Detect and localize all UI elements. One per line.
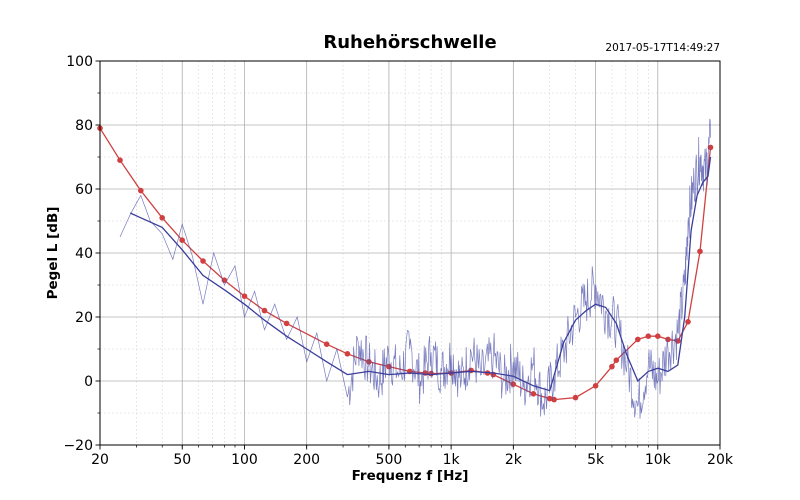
reference-point bbox=[241, 293, 248, 300]
timestamp: 2017-05-17T14:49:27 bbox=[605, 42, 720, 54]
y-axis-label: Pegel L [dB] bbox=[45, 207, 61, 300]
reference-point bbox=[283, 320, 290, 327]
series-layer bbox=[97, 118, 714, 419]
reference-point bbox=[386, 363, 392, 370]
reference-point bbox=[159, 215, 165, 221]
y-tick-label: 40 bbox=[75, 246, 93, 262]
reference-point bbox=[200, 258, 206, 264]
reference-point bbox=[323, 341, 330, 348]
x-tick-label: 1k bbox=[443, 452, 461, 468]
reference-point bbox=[179, 237, 185, 243]
reference-point bbox=[344, 351, 351, 357]
reference-point bbox=[530, 391, 537, 397]
chart-title: Ruhehörschwelle bbox=[323, 32, 496, 53]
x-tick-label: 200 bbox=[293, 452, 320, 468]
reference-point bbox=[609, 363, 615, 370]
x-tick-label: 500 bbox=[376, 452, 403, 468]
y-tick-label: −20 bbox=[63, 438, 93, 454]
reference-point bbox=[546, 395, 553, 402]
reference-point bbox=[655, 333, 661, 340]
reference-point bbox=[428, 370, 434, 377]
x-tick-label: 2k bbox=[505, 452, 523, 468]
x-tick-label: 100 bbox=[231, 452, 258, 468]
y-tick-label: 80 bbox=[75, 118, 93, 134]
reference-point bbox=[685, 319, 691, 325]
reference-point bbox=[645, 333, 652, 340]
reference-point bbox=[510, 381, 517, 388]
y-tick-label: 60 bbox=[75, 182, 93, 198]
x-tick-label: 10k bbox=[645, 452, 672, 468]
x-axis-label: Frequenz f [Hz] bbox=[352, 468, 469, 484]
reference-point bbox=[707, 144, 714, 151]
reference-point bbox=[261, 307, 268, 314]
y-tick-label: 100 bbox=[66, 54, 93, 70]
reference-point bbox=[138, 187, 144, 194]
y-tick-label: 0 bbox=[84, 374, 93, 390]
x-tick-label: 20 bbox=[91, 452, 109, 468]
smoothed-measurement-line bbox=[129, 156, 712, 392]
reference-point bbox=[592, 383, 599, 389]
x-tick-label: 5k bbox=[587, 452, 605, 468]
raw-measurement-line bbox=[119, 118, 711, 419]
reference-point bbox=[117, 157, 123, 163]
reference-point bbox=[697, 248, 703, 255]
reference-point bbox=[613, 357, 620, 364]
reference-point bbox=[635, 336, 641, 343]
x-tick-label: 50 bbox=[173, 452, 191, 468]
axis-ticks: 20 50 100 200 500 1k 2k 5k 10k 20k −20 0 20 40 60 80 100 bbox=[63, 54, 733, 468]
y-tick-label: 20 bbox=[75, 310, 93, 326]
reference-point bbox=[665, 336, 671, 343]
reference-point bbox=[572, 394, 579, 401]
x-tick-label: 20k bbox=[707, 452, 734, 468]
